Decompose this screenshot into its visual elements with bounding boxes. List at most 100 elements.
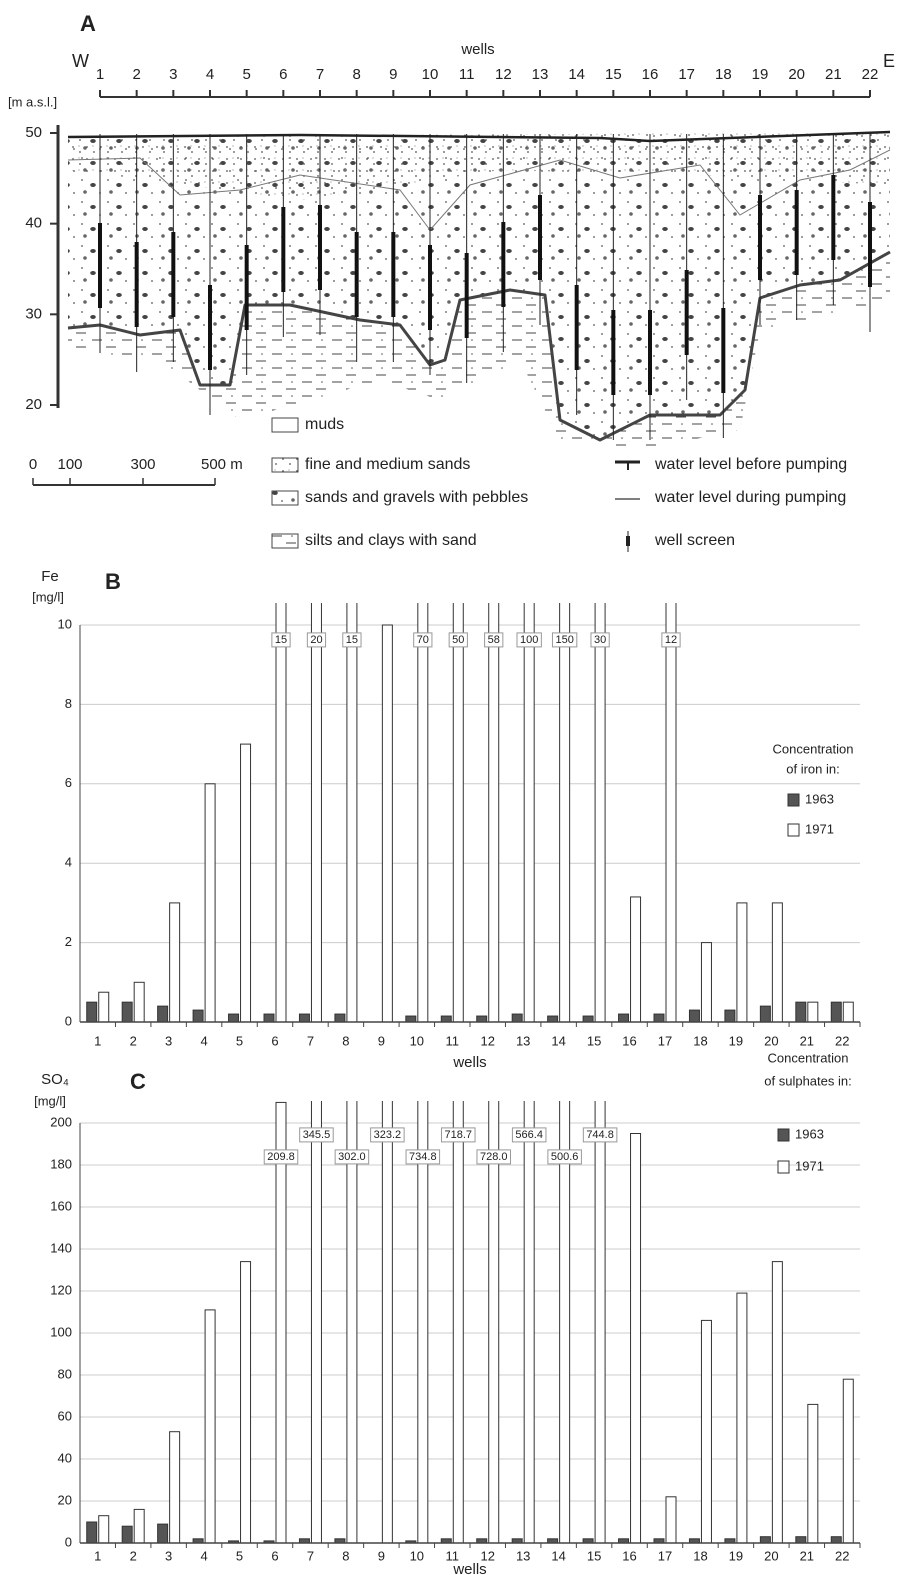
legend-swatch (787, 793, 800, 807)
y-tick-label: 200 (50, 1114, 72, 1129)
legend-title: of iron in: (786, 761, 839, 776)
bar (582, 1538, 594, 1543)
well-label: 17 (678, 66, 695, 83)
panel-label: B (105, 569, 121, 594)
x-tick-label: 14 (551, 1548, 565, 1563)
bar (547, 1015, 559, 1022)
bar (310, 1101, 322, 1543)
x-tick-label: 3 (165, 1548, 172, 1563)
bar (169, 902, 181, 1022)
well-label: 21 (825, 66, 842, 83)
panel-label: A (80, 11, 96, 36)
y-axis-title: Fe (41, 568, 59, 585)
data-label: 728.0 (480, 1151, 508, 1163)
legend-swatch (271, 457, 299, 473)
scale-label: 0 (29, 456, 37, 473)
water-level (67, 149, 891, 231)
data-label: 323.2 (374, 1129, 402, 1141)
y-tick-label: 20 (58, 1492, 72, 1507)
legend-label: water level during pumping (654, 489, 846, 506)
bar (700, 942, 712, 1022)
bar (795, 1536, 807, 1543)
bar (133, 1508, 145, 1543)
y-axis-title: SO₄ (41, 1071, 69, 1088)
axis-title: wells (460, 41, 494, 58)
legend-label: 1963 (795, 1126, 824, 1141)
bar (192, 1009, 204, 1022)
bar (771, 902, 783, 1022)
x-axis-title: wells (452, 1054, 486, 1071)
legend-swatch (787, 823, 800, 837)
bar (275, 603, 287, 1022)
x-tick-label: 22 (835, 1033, 849, 1048)
bar (653, 1013, 665, 1022)
bar (807, 1403, 819, 1543)
y-tick-label: 100 (50, 1324, 72, 1339)
data-label: 100 (520, 634, 538, 646)
bar (121, 1001, 133, 1022)
x-tick-label: 12 (480, 1033, 494, 1048)
well-label: 2 (132, 66, 140, 83)
bar (346, 1101, 358, 1543)
bar (488, 1101, 500, 1543)
x-tick-label: 2 (130, 1548, 137, 1563)
x-tick-label: 8 (342, 1033, 349, 1048)
x-tick-label: 4 (200, 1033, 207, 1048)
label-box (484, 632, 504, 648)
data-label: 15 (346, 634, 358, 646)
bar (630, 1133, 642, 1543)
bar (452, 603, 464, 1022)
bar (700, 1319, 712, 1543)
bar (665, 603, 677, 1022)
axis-title: [m a.s.l.] (8, 94, 57, 109)
bar (559, 603, 571, 1022)
bar (771, 1261, 783, 1543)
bar (275, 1101, 287, 1543)
bar (381, 1101, 393, 1543)
bar (688, 1009, 700, 1022)
data-label: 150 (555, 634, 573, 646)
x-tick-label: 13 (516, 1033, 530, 1048)
y-tick-label: 10 (58, 616, 72, 631)
panel-label: C (130, 1069, 146, 1094)
well-label: 5 (242, 66, 250, 83)
direction-label: W (72, 51, 89, 71)
legend-label: fine and medium sands (305, 456, 470, 473)
x-tick-label: 16 (622, 1548, 636, 1563)
bar (547, 1538, 559, 1543)
label-box (334, 1149, 370, 1165)
label-box (661, 632, 681, 648)
legend-swatch (271, 533, 299, 549)
bar (121, 1525, 133, 1543)
bar (830, 1001, 842, 1022)
bar (842, 1001, 854, 1022)
x-tick-label: 7 (307, 1548, 314, 1563)
well-label: 4 (206, 66, 214, 83)
well-label: 15 (605, 66, 622, 83)
bar (157, 1523, 169, 1543)
y-tick-label: 4 (65, 855, 72, 870)
label-box (448, 632, 468, 648)
label-box (590, 632, 610, 648)
y-axis-title: [mg/l] (32, 589, 64, 604)
data-label: 345.5 (303, 1129, 331, 1141)
legend-swatch (777, 1128, 790, 1142)
x-tick-label: 13 (516, 1548, 530, 1563)
bar (618, 1013, 630, 1022)
x-tick-label: 11 (446, 1033, 460, 1048)
label-box (476, 1149, 511, 1165)
x-tick-label: 5 (236, 1548, 243, 1563)
legend-swatch (271, 417, 299, 433)
x-tick-label: 7 (307, 1033, 314, 1048)
legend-label: muds (305, 416, 344, 433)
data-label: 12 (665, 634, 677, 646)
x-tick-label: 8 (342, 1548, 349, 1563)
data-label: 15 (275, 634, 287, 646)
bar (476, 1538, 488, 1543)
well-label: 22 (862, 66, 879, 83)
legend-swatch (271, 490, 299, 506)
legend-swatch (777, 1160, 790, 1174)
x-tick-label: 18 (693, 1548, 707, 1563)
bar (523, 603, 535, 1022)
